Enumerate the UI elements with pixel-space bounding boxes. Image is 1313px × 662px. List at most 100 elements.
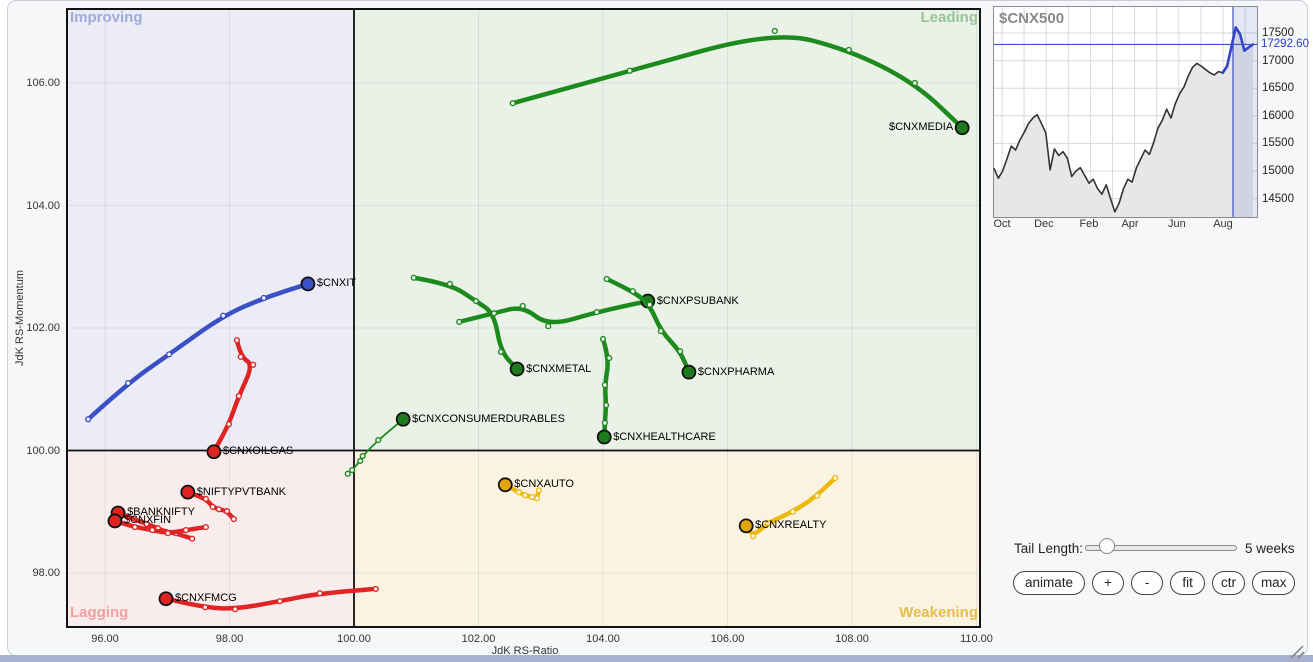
zoom-in-button[interactable]: + [1092, 571, 1124, 595]
rrg-symbol-label[interactable]: $CNXMETAL [526, 362, 592, 375]
rrg-tail-marker [677, 348, 684, 355]
rrg-tail-marker [545, 323, 552, 330]
rrg-symbol-label[interactable]: $NIFTYPVTBANK [196, 485, 287, 498]
mini-chart-title: $CNX500 [999, 10, 1065, 27]
rrg-dot[interactable] [497, 477, 513, 493]
rrg-symbol-label[interactable]: $CNXHEALTHCARE [613, 430, 716, 443]
tail-length-value: 5 weeks [1245, 541, 1295, 556]
quadrant-label-leading: Leading [920, 9, 978, 26]
rrg-tail-marker [276, 598, 284, 605]
quadrant-weakening [354, 450, 981, 628]
quadrant-leading [354, 8, 981, 451]
rrg-symbol-label[interactable]: $CNXOILGAS [222, 445, 294, 458]
x-axis-title: JdK RS-Ratio [491, 645, 559, 657]
rrg-symbol-label[interactable]: $CNXPHARMA [697, 365, 775, 378]
rrg-tail-marker [372, 585, 379, 593]
mini-y-label: 17500 [1262, 27, 1294, 39]
zoom-out-button[interactable]: - [1130, 571, 1164, 595]
rrg-tail-marker [771, 27, 778, 35]
center-button[interactable]: ctr [1211, 571, 1245, 595]
tail-length-slider-handle[interactable] [1099, 538, 1115, 554]
quadrant-label-improving: Improving [70, 9, 143, 26]
mini-x-label: Jun [1168, 218, 1186, 230]
rrg-symbol-label[interactable]: $BANKNIFTY [127, 506, 195, 519]
y-tick-label: 102.00 [26, 322, 60, 334]
rrg-dot[interactable] [509, 361, 525, 377]
rrg-tail-marker [646, 301, 653, 308]
mini-y-label: 15000 [1262, 165, 1294, 177]
y-tick-label: 100.00 [26, 444, 60, 457]
rrg-dot[interactable] [954, 120, 970, 136]
rrg-tail-marker [593, 308, 600, 316]
rrg-dot[interactable] [107, 513, 123, 529]
rrg-tail-marker [456, 318, 463, 325]
rrg-tail-marker [446, 280, 453, 288]
rrg-tail-marker [202, 523, 209, 531]
rrg-tail-marker [223, 508, 231, 515]
rrg-tail-marker [606, 354, 613, 362]
rrg-tail-marker [603, 402, 610, 409]
rrg-tail-marker [832, 474, 839, 482]
rrg-tail [85, 281, 311, 422]
rrg-tail-marker [131, 523, 138, 531]
rrg-dot[interactable] [681, 364, 697, 380]
rrg-symbol-label[interactable]: $CNXFIN [123, 514, 172, 527]
rrg-symbol-label[interactable]: $CNXPSUBANK [656, 294, 739, 307]
rrg-tail-marker [845, 46, 852, 54]
rrg-symbol-label[interactable]: $CNXCONSUMERDURABLES [412, 412, 565, 425]
rrg-tail-marker [603, 275, 610, 283]
rrg-tail-marker [410, 274, 417, 281]
rrg-tail-marker [233, 337, 241, 344]
rrg-plot[interactable] [66, 8, 981, 628]
mini-y-label: 15500 [1262, 137, 1294, 150]
rrg-symbol-label[interactable]: $CNXREALTY [755, 519, 827, 532]
rrg-symbol-label[interactable]: $CNXFMCG [175, 592, 237, 605]
rrg-tail-marker [629, 288, 636, 295]
rrg-tail-marker [250, 361, 257, 368]
rrg-tail-marker [359, 452, 366, 460]
rrg-tail-marker [164, 530, 171, 537]
rrg-symbol-label[interactable]: $CNXAUTO [514, 478, 574, 491]
rrg-tail-marker [220, 312, 227, 319]
rrg-dot[interactable] [738, 518, 754, 534]
benchmark-mini-chart[interactable] [993, 6, 1258, 218]
mini-price-line [993, 62, 1223, 213]
rrg-tail-marker [749, 533, 757, 540]
rrg-tail-marker [522, 492, 529, 499]
rrg-tail [510, 35, 965, 130]
fit-button[interactable]: fit [1170, 571, 1205, 595]
rrg-tail-marker [814, 492, 821, 499]
rrg-dot[interactable] [158, 591, 174, 607]
y-tick-label: 106.00 [26, 77, 60, 89]
y-axis-title: JdK RS-Momentum [14, 270, 26, 366]
rrg-tail-marker [601, 419, 608, 427]
rrg-tail-marker [189, 535, 196, 542]
rrg-tail-marker [497, 348, 505, 355]
rrg-tail-marker [344, 470, 351, 477]
rrg-dot[interactable] [395, 411, 411, 427]
tail-length-slider-track[interactable] [1085, 545, 1237, 551]
rrg-tail-marker [657, 327, 664, 335]
quadrant-label-weakening: Weakening [899, 604, 978, 621]
rrg-tail-marker [260, 294, 267, 302]
rrg-dot[interactable] [206, 444, 222, 460]
animate-button[interactable]: animate [1013, 571, 1086, 595]
rrg-tail-marker [911, 79, 918, 87]
mini-y-label: 16500 [1262, 82, 1294, 95]
rrg-dot[interactable] [596, 429, 612, 445]
rrg-tail-marker [209, 503, 216, 510]
rrg-tail-marker [349, 467, 356, 474]
rrg-symbol-label[interactable]: $CNXMEDIA [888, 121, 954, 134]
rrg-tail-marker [599, 335, 607, 343]
rrg-symbol-label[interactable]: $CNXIT [316, 277, 357, 290]
mini-y-label: 14500 [1262, 192, 1294, 205]
rrg-dot[interactable] [300, 276, 316, 292]
rrg-tail-marker [528, 493, 536, 501]
rrg-tail-marker [626, 67, 633, 74]
rrg-tail [743, 475, 838, 536]
rrg-tail-marker [237, 353, 244, 360]
max-button[interactable]: max [1251, 571, 1296, 595]
rrg-tail-marker [225, 421, 232, 428]
resize-grip-icon[interactable] [1287, 644, 1307, 660]
rrg-dot[interactable] [180, 484, 196, 500]
